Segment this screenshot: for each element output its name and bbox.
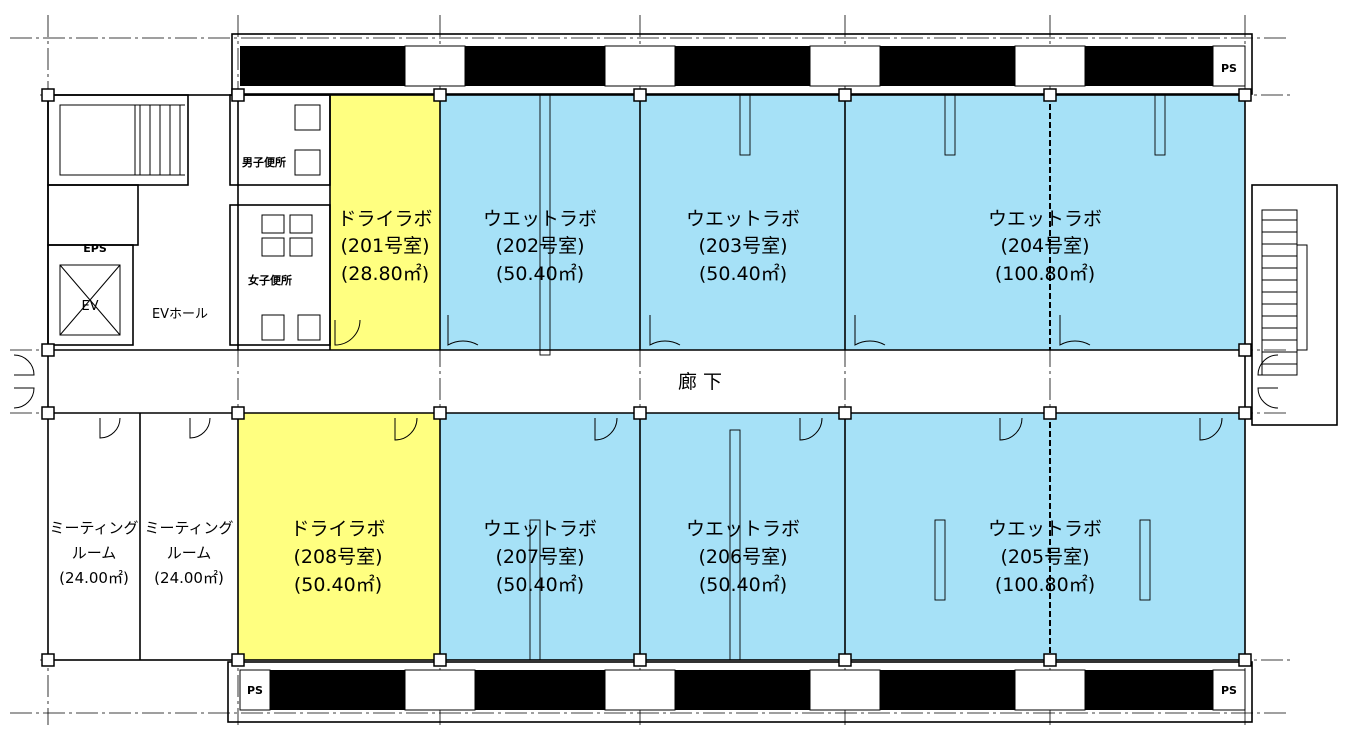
ev-label: EV <box>81 299 98 314</box>
meeting-room-2-area: (24.00㎡) <box>154 569 224 587</box>
room-208-name: ドライラボ <box>290 518 385 540</box>
meeting-room-1-area: (24.00㎡) <box>59 569 129 587</box>
meeting-room-2-label: ミーティング ルーム (24.00㎡) <box>144 519 233 587</box>
columns <box>41 88 1252 667</box>
meeting-room-1-line2: ルーム <box>72 544 117 562</box>
ps-bottom-right-label: PS <box>1221 684 1237 697</box>
room-208-number: (208号室) <box>293 546 382 568</box>
room-206-label: ウエットラボ (206号室) (50.40㎡) <box>686 518 800 596</box>
doors <box>13 315 1279 441</box>
room-205-fill <box>845 413 1245 660</box>
room-208-label: ドライラボ (208号室) (50.40㎡) <box>290 518 385 596</box>
room-201-fill <box>330 95 440 350</box>
room-204-area: (100.80㎡) <box>995 262 1095 285</box>
room-205-label: ウエットラボ (205号室) (100.80㎡) <box>988 518 1102 596</box>
womens-toilet-label: 女子便所 <box>248 273 292 287</box>
meeting-room-2-line1: ミーティング <box>144 519 233 537</box>
room-203-label: ウエットラボ (203号室) (50.40㎡) <box>686 208 800 285</box>
room-206-number: (206号室) <box>698 546 787 568</box>
room-208-area: (50.40㎡) <box>294 573 382 596</box>
room-204-label: ウエットラボ (204号室) (100.80㎡) <box>988 208 1102 285</box>
room-207-area: (50.40㎡) <box>496 573 584 596</box>
room-207-number: (207号室) <box>495 546 584 568</box>
room-207-label: ウエットラボ (207号室) (50.40㎡) <box>483 518 597 596</box>
room-202-number: (202号室) <box>495 235 584 257</box>
room-207-name: ウエットラボ <box>483 518 597 540</box>
mens-toilet-label: 男子便所 <box>242 155 286 169</box>
room-201-label: ドライラボ (201号室) (28.80㎡) <box>337 208 432 285</box>
room-205-area: (100.80㎡) <box>995 573 1095 596</box>
room-204-fill <box>845 95 1245 350</box>
room-202-label: ウエットラボ (202号室) (50.40㎡) <box>483 208 597 285</box>
room-203-fill <box>640 95 845 350</box>
balcony-bottom <box>227 661 1253 723</box>
meeting-room-1-label: ミーティング ルーム (24.00㎡) <box>49 519 138 587</box>
eps-label: EPS <box>83 242 107 255</box>
meeting-room-2-line2: ルーム <box>167 544 212 562</box>
room-206-fill <box>640 413 845 660</box>
room-201-name: ドライラボ <box>337 208 432 230</box>
ev-hall-label: EVホール <box>152 307 208 322</box>
room-205-name: ウエットラボ <box>988 518 1102 540</box>
room-206-name: ウエットラボ <box>686 518 800 540</box>
room-206-area: (50.40㎡) <box>699 573 787 596</box>
balcony-top <box>231 33 1253 95</box>
room-202-area: (50.40㎡) <box>496 262 584 285</box>
corridor-label: 廊 下 <box>678 371 722 393</box>
room-203-area: (50.40㎡) <box>699 262 787 285</box>
room-203-name: ウエットラボ <box>686 208 800 230</box>
room-205-number: (205号室) <box>1000 546 1089 568</box>
meeting-room-1-line1: ミーティング <box>49 519 138 537</box>
right-stair-treads <box>1262 219 1308 365</box>
room-204-number: (204号室) <box>1000 235 1089 257</box>
room-208-fill <box>238 413 440 660</box>
ps-bottom-left-label: PS <box>247 684 263 697</box>
room-204-name: ウエットラボ <box>988 208 1102 230</box>
ps-top-label: PS <box>1221 62 1237 75</box>
room-201-number: (201号室) <box>340 235 429 257</box>
lab-racks <box>529 94 1166 661</box>
room-201-area: (28.80㎡) <box>341 262 429 285</box>
room-202-name: ウエットラボ <box>483 208 597 230</box>
room-203-number: (203号室) <box>698 235 787 257</box>
